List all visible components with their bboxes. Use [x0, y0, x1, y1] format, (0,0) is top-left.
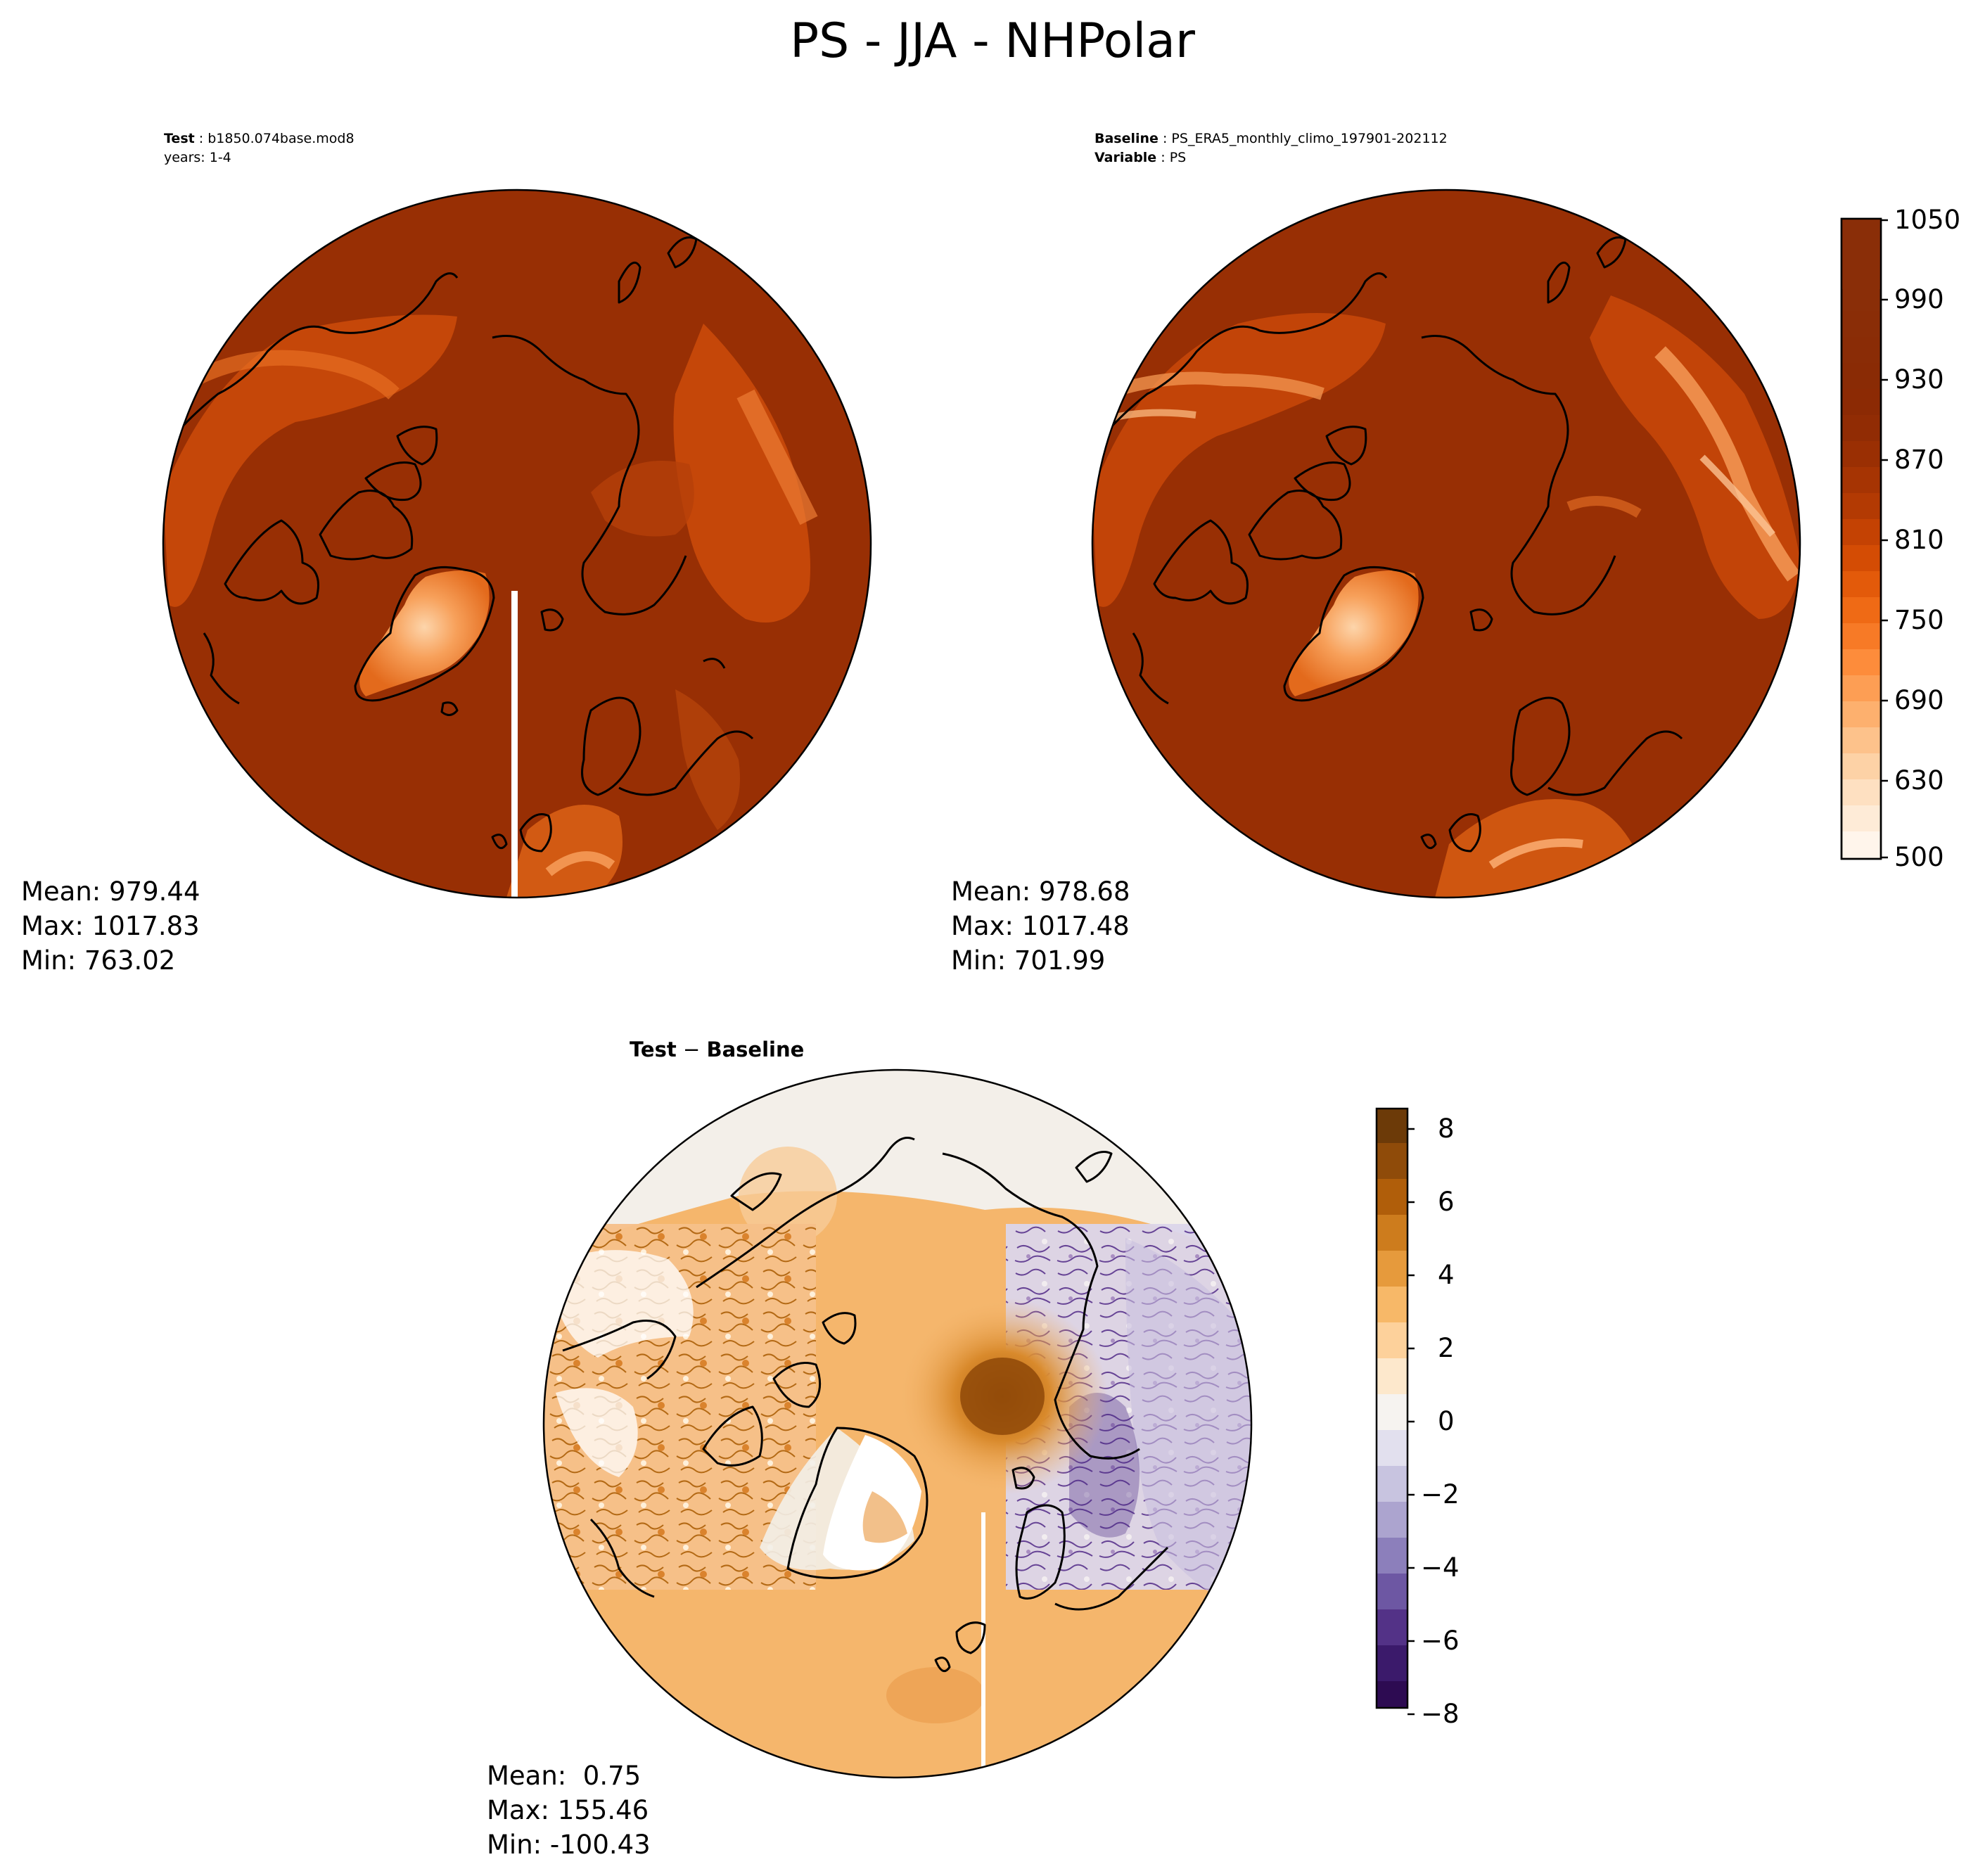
main-colorbar-tick: 810: [1894, 525, 1944, 555]
diff-min: Min: -100.43: [487, 1830, 651, 1860]
test-low-pressure-shading: [163, 314, 818, 898]
baseline-variable: Variable : PS: [1094, 150, 1187, 165]
diff-mean: Mean: 0.75: [487, 1761, 642, 1791]
diff-map: [544, 1070, 1251, 1778]
baseline-low-pressure-shading: [1092, 295, 1800, 898]
baseline-map-frame: [1091, 189, 1801, 899]
baseline-map: [1092, 190, 1800, 898]
diff-colorbar: [1375, 1107, 1415, 1716]
test-label-value: b1850.074base.mod8: [208, 131, 355, 146]
test-label-key: Test: [164, 131, 195, 146]
main-colorbar-tick: 630: [1894, 765, 1944, 796]
baseline-header: Baseline : PS_ERA5_monthly_climo_197901-…: [1094, 131, 1448, 146]
diff-colorbar-tick: −2: [1421, 1479, 1460, 1510]
diff-colorbar-tick: −8: [1421, 1699, 1460, 1729]
diff-label-value: Baseline: [706, 1038, 805, 1061]
main-colorbar-tick: 690: [1894, 685, 1944, 715]
test-map-frame: [162, 189, 872, 899]
test-greenland-ice-sheet: [359, 570, 490, 696]
baseline-mean: Mean: 978.68: [951, 876, 1130, 907]
diff-header: Test − Baseline: [630, 1038, 805, 1061]
baseline-greenland-ice-sheet: [1289, 570, 1419, 696]
baseline-coastlines: [1092, 236, 1683, 853]
diff-stats: Mean: 0.75 Max: 155.46 Min: -100.43: [487, 1759, 651, 1862]
baseline-max: Max: 1017.48: [951, 911, 1130, 941]
diff-colorbar-tick: 8: [1438, 1114, 1455, 1144]
baseline-variable-key: Variable: [1094, 150, 1157, 165]
test-missing-data-seam: [511, 591, 518, 898]
diff-coastlines: [562, 1137, 1225, 1673]
test-coastlines: [163, 236, 754, 853]
test-map: [163, 190, 871, 898]
diff-max: Max: 155.46: [487, 1795, 649, 1825]
main-colorbar: [1840, 217, 1888, 860]
baseline-label-key: Baseline: [1094, 131, 1159, 146]
diff-colorbar-tick: 4: [1438, 1260, 1455, 1290]
diff-colorbar-tick: 0: [1438, 1406, 1455, 1436]
test-mean: Mean: 979.44: [21, 876, 200, 907]
figure-title: PS - JJA - NHPolar: [790, 13, 1195, 69]
main-colorbar-tick: 750: [1894, 605, 1944, 635]
diff-colorbar-tick: −6: [1421, 1626, 1460, 1656]
test-years: years: 1-4: [164, 150, 231, 165]
diff-colorbar-tick: 6: [1438, 1187, 1455, 1217]
test-min: Min: 763.02: [21, 945, 176, 976]
diff-map-frame: [542, 1068, 1253, 1779]
main-colorbar-tick: 1050: [1894, 205, 1961, 235]
diff-missing-data-seam: [981, 1512, 985, 1778]
test-max: Max: 1017.83: [21, 911, 200, 941]
baseline-stats: Mean: 978.68 Max: 1017.48 Min: 701.99: [951, 874, 1130, 978]
main-colorbar-tick: 870: [1894, 445, 1944, 475]
diff-colorbar-tick: −4: [1421, 1552, 1460, 1583]
baseline-min: Min: 701.99: [951, 945, 1106, 976]
main-colorbar-tick: 930: [1894, 364, 1944, 395]
diff-label-key: Test: [630, 1038, 677, 1061]
main-colorbar-tick: 990: [1894, 284, 1944, 314]
test-stats: Mean: 979.44 Max: 1017.83 Min: 763.02: [21, 874, 200, 978]
baseline-variable-value: PS: [1169, 150, 1187, 165]
test-header: Test : b1850.074base.mod8: [164, 131, 355, 146]
diff-colorbar-tick: 2: [1438, 1333, 1455, 1363]
baseline-label-value: PS_ERA5_monthly_climo_197901-202112: [1171, 131, 1448, 146]
main-colorbar-tick: 500: [1894, 842, 1944, 872]
